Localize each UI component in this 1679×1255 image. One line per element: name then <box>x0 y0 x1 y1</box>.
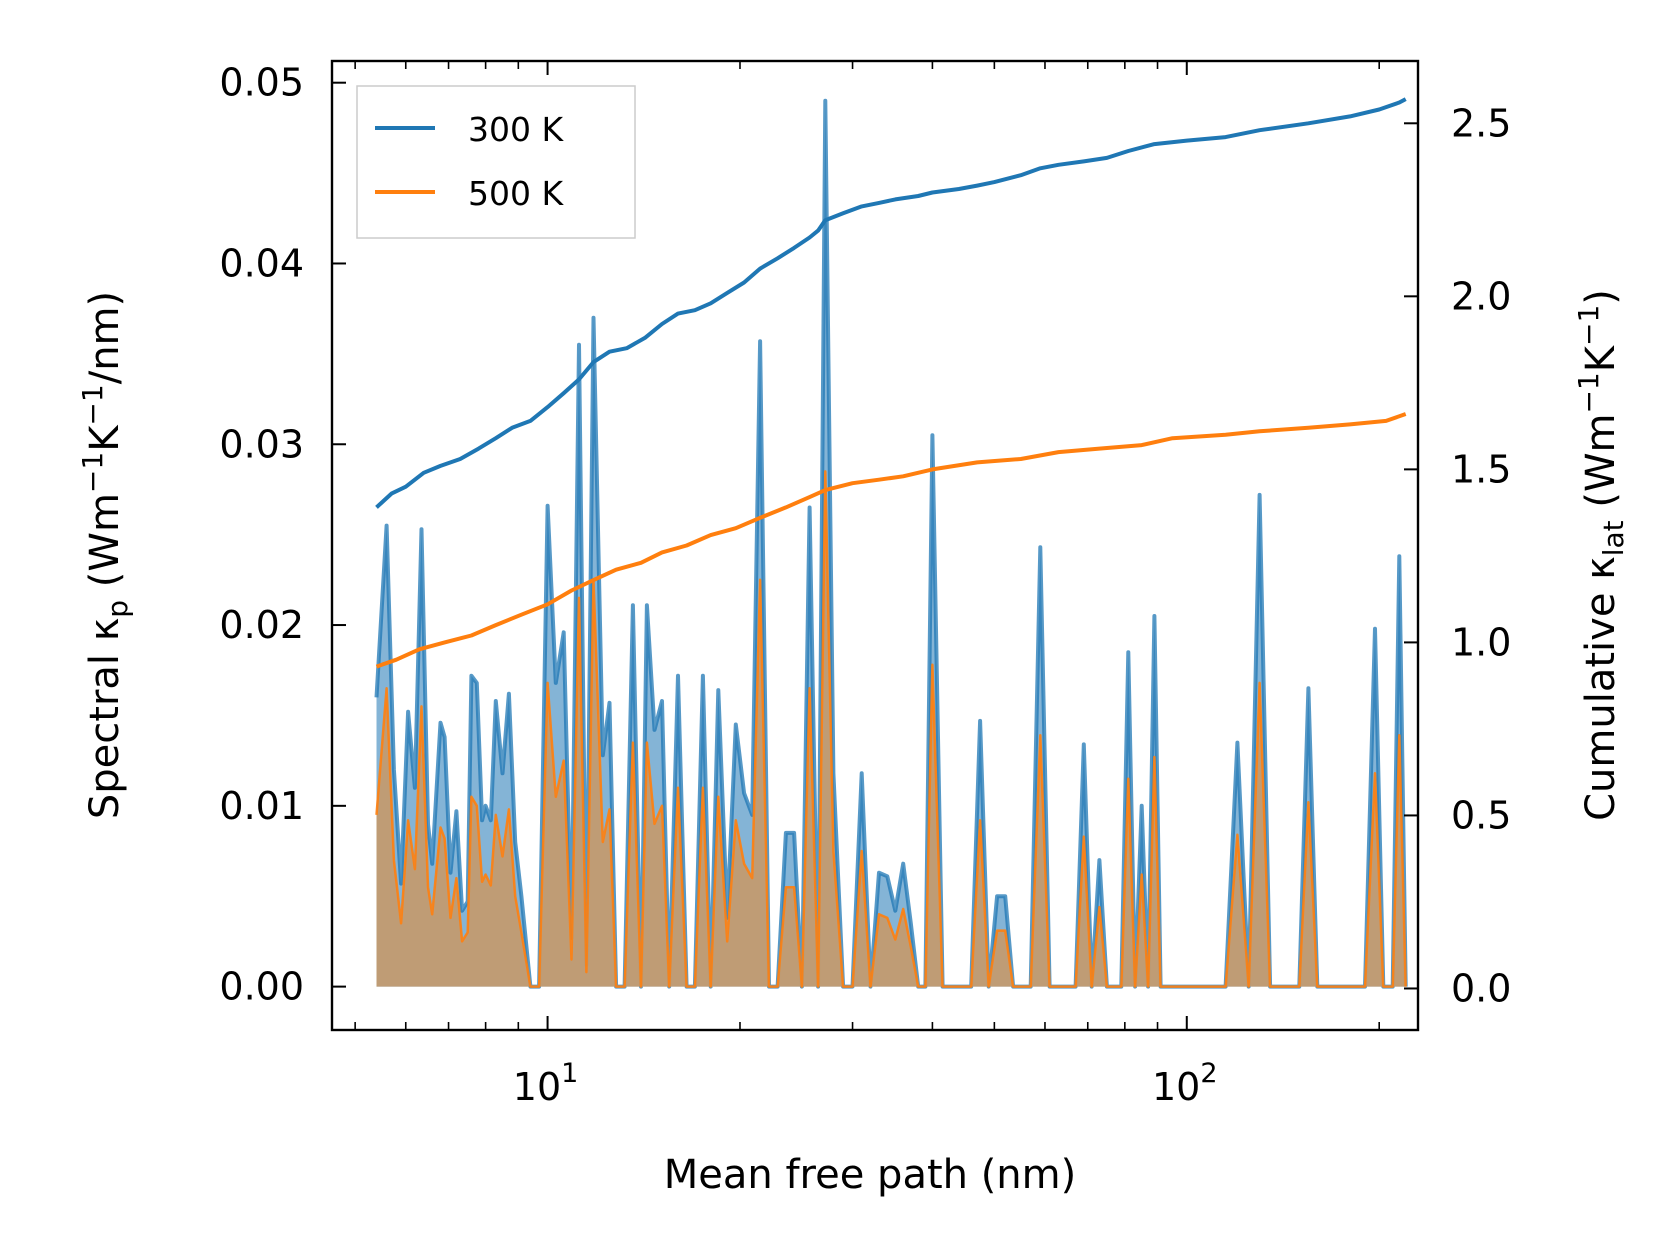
legend-label-500k: 500 K <box>468 174 564 213</box>
y-right-tick-label: 0.0 <box>1451 966 1511 1010</box>
x-tick-label: 102 <box>1152 1058 1218 1109</box>
y-left-tick-label: 0.05 <box>219 61 304 105</box>
y-right-tick-label: 1.0 <box>1451 620 1511 664</box>
axes-border <box>330 59 1420 1032</box>
cumulative-300k-line <box>375 97 1407 509</box>
x-axis-label: Mean free path (nm) <box>664 1152 1076 1198</box>
spectral-500k-area <box>376 471 1406 987</box>
y-axis-left: 0.00 0.01 0.02 0.03 0.04 0.05 <box>219 61 346 1009</box>
x-tick-label: 101 <box>513 1058 579 1109</box>
y-right-tick-label: 2.0 <box>1451 274 1511 318</box>
y-left-tick-label: 0.01 <box>219 784 304 828</box>
cumulative-500k-line <box>375 412 1407 669</box>
y-left-tick-label: 0.03 <box>219 422 304 466</box>
y-right-tick-label: 2.5 <box>1451 101 1511 145</box>
y-right-tick-label: 1.5 <box>1451 447 1511 491</box>
legend-box <box>356 85 636 239</box>
y-left-tick-label: 0.02 <box>219 603 304 647</box>
y-axis-left-label: Spectral κp (Wm−1K−1/nm) <box>76 291 134 819</box>
plot-area <box>374 97 1408 989</box>
x-axis: 101 102 <box>354 61 1381 1109</box>
y-left-tick-label: 0.00 <box>219 965 304 1009</box>
y-axis-right: 0.0 0.5 1.0 1.5 2.0 2.5 <box>1404 101 1511 1010</box>
y-axis-right-label: Cumulative κlat (Wm−1K−1) <box>1572 289 1630 821</box>
legend-label-300k: 300 K <box>468 110 564 149</box>
axes-frame <box>330 59 1420 1032</box>
spectral-500k-line <box>375 470 1407 988</box>
y-right-tick-label: 0.5 <box>1451 793 1511 837</box>
y-left-tick-label: 0.04 <box>219 241 304 285</box>
legend: 300 K 500 K <box>356 85 636 239</box>
